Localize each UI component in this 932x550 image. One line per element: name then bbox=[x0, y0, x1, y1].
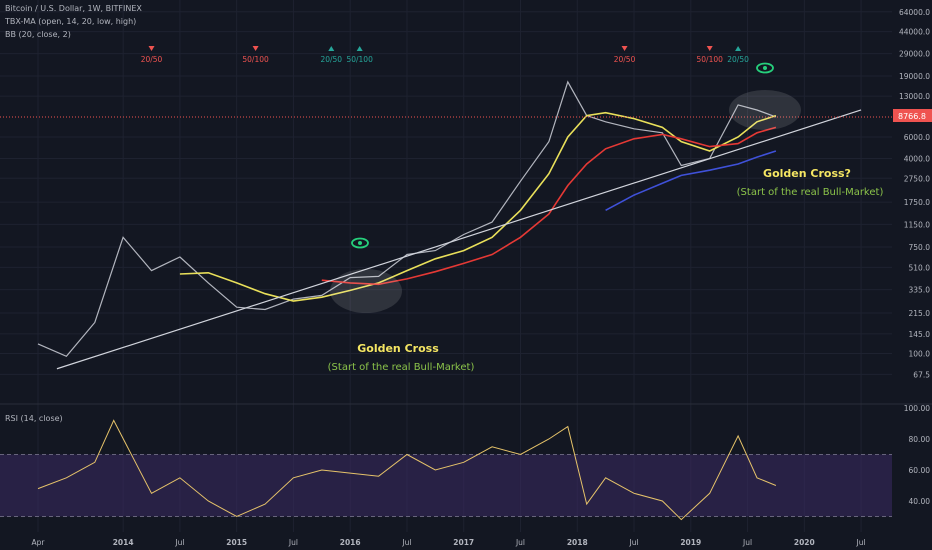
time-tick-label: 2019 bbox=[680, 538, 701, 547]
price-series-line bbox=[605, 150, 777, 212]
price-series-line bbox=[37, 80, 777, 358]
price-tick-label: 145.0 bbox=[909, 330, 931, 339]
eye-icon bbox=[756, 62, 774, 74]
indicator-label-ma: TBX-MA (open, 14, 20, low, high) bbox=[5, 17, 137, 26]
price-tick-label: 67.5 bbox=[913, 370, 930, 379]
rsi-tick-label: 40.00 bbox=[909, 497, 931, 506]
signal-marker bbox=[252, 46, 259, 51]
eye-icon bbox=[351, 237, 369, 249]
price-tick-label: 1150.0 bbox=[904, 220, 930, 229]
chart-title: Bitcoin / U.S. Dollar, 1W, BITFINEX bbox=[5, 4, 142, 13]
time-tick-label: 2017 bbox=[453, 538, 474, 547]
highlight-ellipse-2019 bbox=[729, 90, 801, 130]
time-tick-label: Jul bbox=[856, 538, 866, 547]
signal-label: 50/100 bbox=[242, 55, 269, 64]
signal-label: 50/100 bbox=[697, 55, 724, 64]
rsi-band bbox=[0, 454, 892, 517]
rsi-tick-label: 80.00 bbox=[909, 435, 931, 444]
signal-marker bbox=[356, 46, 363, 51]
rsi-line bbox=[37, 419, 777, 521]
time-tick-label: Jul bbox=[628, 538, 638, 547]
rsi-axis: 100.00 80.00 60.00 40.00 bbox=[904, 404, 930, 506]
main-grid bbox=[0, 0, 892, 532]
signal-label: 20/50 bbox=[727, 55, 749, 64]
price-tick-label: 6000.0 bbox=[904, 133, 930, 142]
highlight-ellipse-2016 bbox=[330, 269, 402, 313]
annotation-golden-cross-question: Golden Cross? bbox=[763, 167, 851, 180]
trendline bbox=[56, 109, 862, 370]
time-tick-label: 2018 bbox=[567, 538, 588, 547]
price-series-line bbox=[321, 126, 777, 286]
price-axis: 64000.0 44000.0 29000.0 19000.0 13000.0 6000.… bbox=[899, 8, 930, 380]
price-tick-label: 64000.0 bbox=[899, 8, 930, 17]
last-price-badge bbox=[893, 109, 932, 122]
time-tick-label: Jul bbox=[174, 538, 184, 547]
signal-marker bbox=[706, 46, 713, 51]
time-tick-label: 2016 bbox=[340, 538, 361, 547]
time-tick-label: 2020 bbox=[794, 538, 815, 547]
time-tick-label: Jul bbox=[515, 538, 525, 547]
price-tick-label: 215.0 bbox=[909, 309, 931, 318]
price-tick-label: 44000.0 bbox=[899, 28, 930, 37]
price-tick-label: 29000.0 bbox=[899, 50, 930, 59]
last-price-label: 8766.8 bbox=[898, 112, 926, 121]
price-tick-label: 19000.0 bbox=[899, 72, 930, 81]
price-tick-label: 13000.0 bbox=[899, 92, 930, 101]
annotation-bull-market-2: (Start of the real Bull-Market) bbox=[737, 187, 884, 198]
price-tick-label: 510.0 bbox=[909, 263, 931, 272]
price-series bbox=[0, 80, 892, 370]
price-tick-label: 750.0 bbox=[909, 243, 931, 252]
signal-label: 50/100 bbox=[346, 55, 373, 64]
price-tick-label: 335.0 bbox=[909, 286, 931, 295]
time-tick-label: 2014 bbox=[113, 538, 134, 547]
time-tick-label: 2015 bbox=[226, 538, 247, 547]
time-tick-label: Jul bbox=[401, 538, 411, 547]
price-tick-label: 100.0 bbox=[909, 350, 931, 359]
price-tick-label: 1750.0 bbox=[904, 198, 930, 207]
time-axis: Apr 2014 Jul 2015 Jul 2016 Jul 2017 Jul 2018 Jul 20… bbox=[32, 538, 866, 547]
rsi-title: RSI (14, close) bbox=[5, 414, 63, 423]
ma-cross-signals: 20/50 50/100 20/50 50/100 20/50 50/100 20/50 bbox=[141, 46, 749, 64]
rsi-tick-label: 60.00 bbox=[909, 466, 931, 475]
signal-marker bbox=[621, 46, 628, 51]
signal-label: 20/50 bbox=[141, 55, 163, 64]
time-tick-label: Jul bbox=[742, 538, 752, 547]
indicator-label-bb: BB (20, close, 2) bbox=[5, 30, 71, 39]
price-tick-label: 2750.0 bbox=[904, 174, 930, 183]
rsi-series bbox=[37, 419, 777, 521]
annotation-golden-cross: Golden Cross bbox=[357, 342, 439, 355]
rsi-tick-label: 100.00 bbox=[904, 404, 930, 413]
signal-label: 20/50 bbox=[320, 55, 342, 64]
signal-marker bbox=[735, 46, 742, 51]
time-tick-label: Apr bbox=[32, 538, 46, 547]
signal-marker bbox=[148, 46, 155, 51]
price-tick-label: 4000.0 bbox=[904, 154, 930, 163]
signal-label: 20/50 bbox=[614, 55, 636, 64]
signal-marker bbox=[328, 46, 335, 51]
annotation-bull-market: (Start of the real Bull-Market) bbox=[328, 362, 475, 373]
time-tick-label: Jul bbox=[288, 538, 298, 547]
